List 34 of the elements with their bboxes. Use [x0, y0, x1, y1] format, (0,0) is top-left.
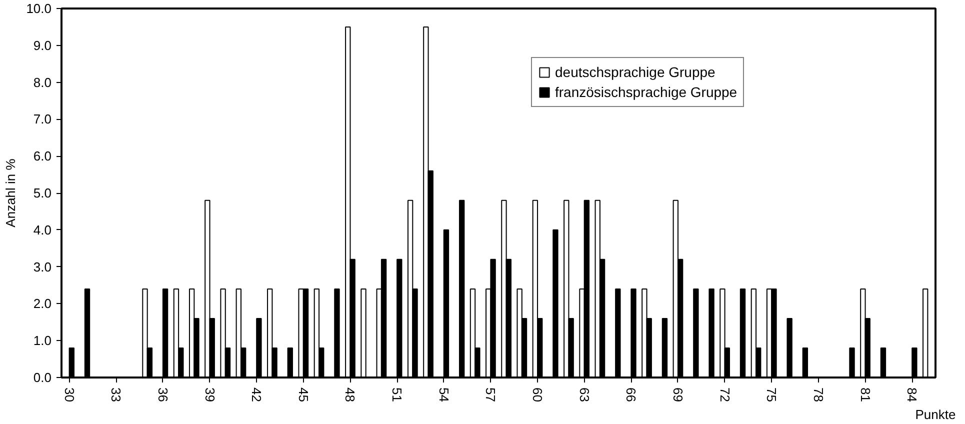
- x-tick-label: 60: [530, 388, 546, 402]
- legend-label: französischsprachige Gruppe: [555, 84, 738, 100]
- y-tick-label: 9.0: [33, 38, 52, 53]
- x-tick-label: 72: [717, 388, 732, 402]
- y-tick-label: 6.0: [33, 148, 52, 164]
- x-tick-label: 84: [904, 388, 920, 402]
- y-tick-label: 3.0: [33, 259, 52, 274]
- y-tick-label: 7.0: [33, 112, 52, 127]
- y-tick-label: 4.0: [33, 222, 52, 238]
- x-tick-label: 45: [296, 388, 311, 402]
- x-tick-label: 75: [764, 388, 780, 402]
- x-tick-label: 81: [858, 388, 873, 402]
- x-tick-label: 51: [390, 388, 405, 402]
- x-tick-label: 57: [483, 388, 498, 402]
- y-tick-label: 10.0: [26, 1, 52, 16]
- y-tick-label: 5.0: [33, 186, 52, 200]
- x-tick-label: 33: [108, 388, 124, 402]
- y-axis-title: Anzahl in %: [3, 158, 18, 228]
- x-tick-label: 54: [436, 388, 452, 402]
- x-tick-label: 63: [576, 388, 592, 402]
- x-axis-title: Punkte: [915, 406, 956, 422]
- y-tick-label: 2.0: [33, 296, 52, 312]
- y-tick-label: 0.0: [33, 370, 52, 385]
- x-tick-label: 36: [155, 388, 170, 402]
- x-tick-label: 48: [342, 388, 358, 402]
- x-tick-label: 30: [62, 388, 77, 402]
- y-tick-label: 8.0: [33, 74, 52, 90]
- x-tick-label: 66: [624, 388, 639, 402]
- legend-label: deutschsprachige Gruppe: [555, 64, 716, 80]
- x-tick-label: 39: [202, 388, 218, 402]
- x-tick-label: 42: [249, 388, 264, 402]
- x-tick-label: 69: [670, 388, 686, 402]
- y-tick-label: 1.0: [33, 333, 52, 348]
- x-tick-label: 78: [810, 388, 826, 402]
